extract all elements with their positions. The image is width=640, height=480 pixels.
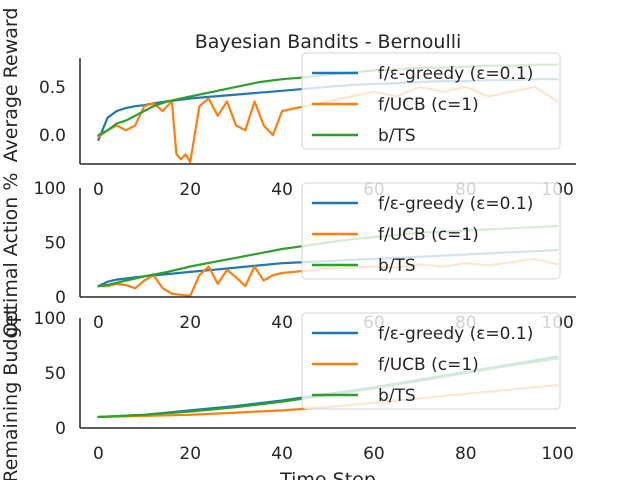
legend-label: f/UCB (c=1): [378, 225, 479, 245]
x-tick-label: 0: [93, 444, 104, 464]
legend-box: [301, 312, 561, 410]
x-tick-label: 80: [455, 444, 477, 464]
x-tick-label: 0: [93, 180, 104, 200]
y-tick-label: 100: [34, 179, 66, 199]
legend-label: f/UCB (c=1): [378, 95, 479, 115]
legend: f/ε-greedy (ε=0.1) f/UCB (c=1) b/TS: [301, 312, 561, 410]
y-tick-label: 50: [44, 364, 66, 384]
y-tick-label: 0.5: [39, 78, 66, 98]
x-tick-label: 40: [271, 180, 293, 200]
legend-label: f/ε-greedy (ε=0.1): [378, 64, 533, 84]
chart-title: Bayesian Bandits - Bernoulli: [195, 31, 462, 53]
panel-3: 0 50 100 0 20 40 60 80 100 Remaining Budget f/ε-gr…: [0, 307, 576, 480]
y-tick-label: 0: [55, 288, 66, 308]
x-tick-label: 40: [271, 313, 293, 333]
legend-label: b/TS: [378, 126, 416, 146]
x-tick-label: 60: [363, 444, 385, 464]
x-axis-label: Time Step: [279, 469, 376, 480]
panels: 0.0 0.5 0 20 40 60 80 100 Average Reward f/ε-gree…: [0, 8, 576, 480]
legend-label: f/ε-greedy (ε=0.1): [378, 324, 533, 344]
x-tick-label: 40: [271, 444, 293, 464]
legend-label: f/ε-greedy (ε=0.1): [378, 194, 533, 214]
legend-label: b/TS: [378, 386, 416, 406]
y-axis-label: Optimal Action %: [0, 173, 22, 338]
legend-label: b/TS: [378, 256, 416, 276]
legend: f/ε-greedy (ε=0.1) f/UCB (c=1) b/TS: [301, 52, 561, 150]
panel-2: 050100020406080100Optimal Action %f/ε-gr…: [0, 173, 576, 338]
y-tick-label: 0.0: [39, 126, 66, 146]
legend-label: f/UCB (c=1): [378, 355, 479, 375]
x-tick-label: 0: [93, 313, 104, 333]
x-tick-label: 20: [179, 180, 201, 200]
y-tick-label: 50: [44, 234, 66, 254]
x-tick-label: 20: [179, 444, 201, 464]
x-tick-label: 20: [179, 313, 201, 333]
x-tick-label: 100: [541, 444, 573, 464]
y-axis-label: Remaining Budget: [0, 307, 22, 480]
legend-box: [301, 182, 561, 280]
y-tick-label: 100: [34, 309, 66, 329]
y-axis-label: Average Reward: [0, 8, 22, 163]
y-tick-label: 0: [55, 419, 66, 439]
legend: f/ε-greedy (ε=0.1) f/UCB (c=1) b/TS: [301, 182, 561, 280]
legend-box: [301, 52, 561, 150]
